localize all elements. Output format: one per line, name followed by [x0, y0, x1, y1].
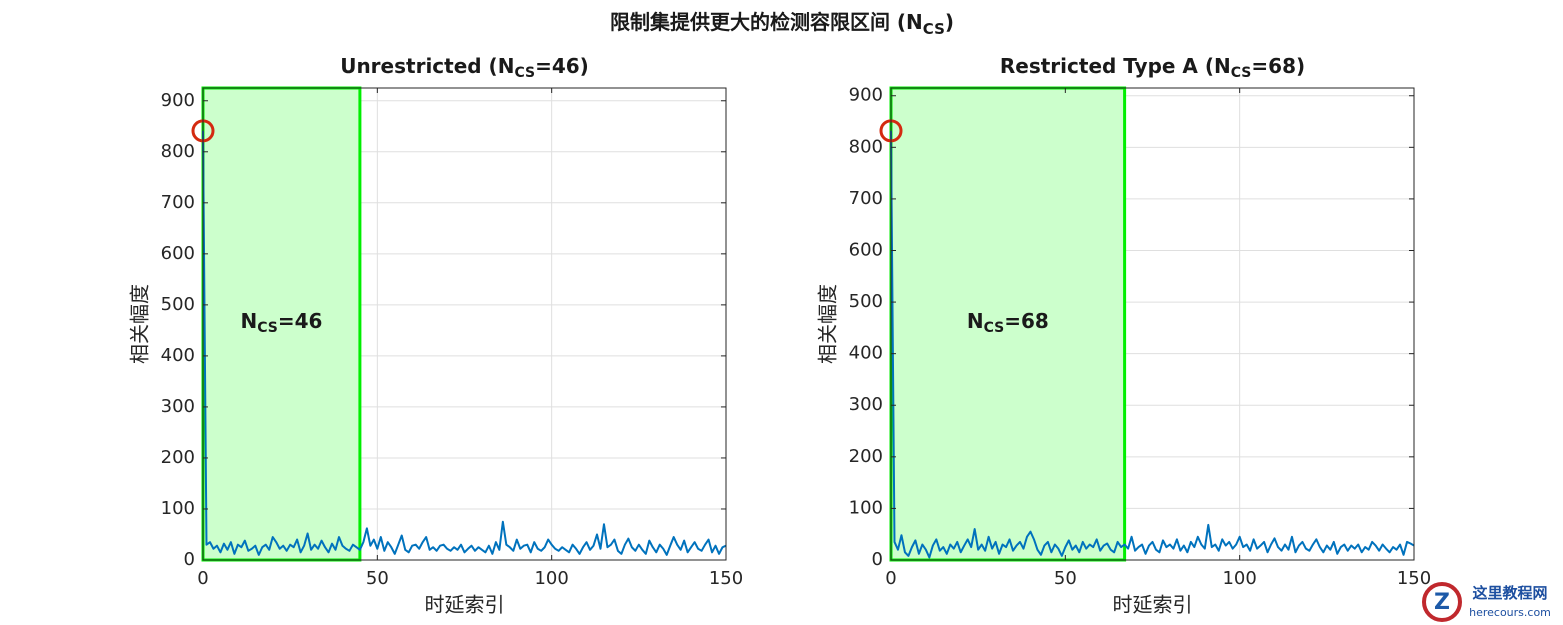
y-tick-label: 500 [849, 291, 883, 312]
y-tick-label: 700 [849, 188, 883, 209]
data-line [890, 130, 1415, 559]
y-tick-label: 200 [849, 446, 883, 467]
y-tick-label: 200 [161, 447, 195, 468]
title-part: =46 [278, 309, 323, 333]
y-tick-label: 100 [849, 497, 883, 518]
axes-title: Restricted Type A (NCS=68) [1000, 54, 1305, 82]
x-axis-label: 时延索引 [1113, 593, 1193, 617]
title-part: N [967, 309, 984, 333]
watermark: Z 这里教程网 herecours.com [1422, 582, 1551, 622]
y-tick-label: 0 [184, 549, 195, 570]
axes-box [202, 87, 727, 561]
annotation: NCS=46 [240, 309, 322, 337]
y-tick-label: 900 [849, 85, 883, 106]
figure-title: 限制集提供更大的检测容限区间 (NCS) [610, 10, 954, 38]
x-tick-label: 150 [1397, 568, 1431, 589]
title-part: =46) [535, 54, 589, 78]
annotation: NCS=68 [967, 309, 1049, 337]
title-part: =68 [1004, 309, 1049, 333]
title-part: ) [945, 10, 954, 34]
y-tick-label: 400 [849, 343, 883, 364]
x-axis-label: 时延索引 [425, 593, 505, 617]
x-tick-label: 50 [366, 568, 389, 589]
title-part: Restricted Type A (N [1000, 54, 1231, 78]
subscript: CS [257, 320, 278, 336]
x-tick-label: 150 [709, 568, 743, 589]
y-tick-label: 600 [161, 243, 195, 264]
x-tick-label: 0 [197, 568, 208, 589]
title-part: =68) [1251, 54, 1305, 78]
watermark-logo-letter: Z [1434, 590, 1450, 615]
title-part: N [240, 309, 257, 333]
axes-title: Unrestricted (NCS=46) [340, 54, 589, 82]
y-tick-label: 800 [161, 141, 195, 162]
subscript: CS [1231, 65, 1252, 81]
watermark-text: 这里教程网 [1472, 584, 1547, 602]
subscript: CS [984, 320, 1005, 336]
y-tick-label: 500 [161, 294, 195, 315]
title-part: 限制集提供更大的检测容限区间 (N [610, 10, 923, 34]
subscript: CS [923, 20, 945, 38]
watermark-logo [1422, 582, 1462, 622]
y-tick-label: 0 [872, 549, 883, 570]
x-tick-label: 50 [1054, 568, 1077, 589]
title-part: Unrestricted (N [340, 54, 514, 78]
x-tick-label: 100 [534, 568, 568, 589]
y-tick-label: 700 [161, 192, 195, 213]
y-tick-label: 600 [849, 239, 883, 260]
y-tick-label: 300 [161, 396, 195, 417]
watermark-url: herecours.com [1469, 606, 1551, 619]
y-tick-label: 300 [849, 394, 883, 415]
y-axis-label: 相关幅度 [128, 284, 152, 364]
axes-box [890, 87, 1415, 561]
x-tick-label: 0 [885, 568, 896, 589]
y-tick-label: 900 [161, 90, 195, 111]
y-tick-label: 400 [161, 345, 195, 366]
data-line [202, 130, 727, 556]
y-tick-label: 100 [161, 498, 195, 519]
x-tick-label: 100 [1222, 568, 1256, 589]
y-tick-label: 800 [849, 136, 883, 157]
y-axis-label: 相关幅度 [816, 284, 840, 364]
subscript: CS [514, 65, 535, 81]
